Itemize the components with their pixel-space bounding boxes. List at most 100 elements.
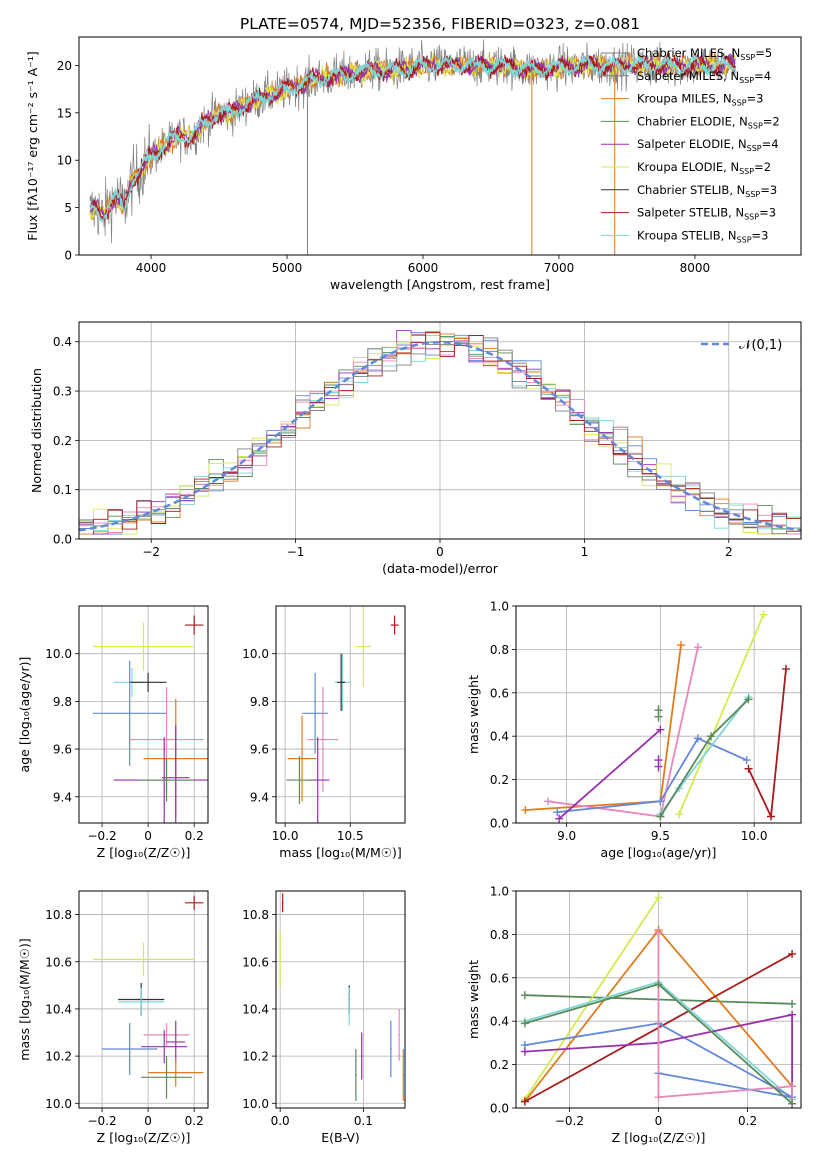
x-tick-label: 7000 xyxy=(544,261,575,275)
y-axis-label: mass weight xyxy=(466,960,481,1039)
y-tick-label: 0.4 xyxy=(490,730,509,744)
x-tick-label: 0 xyxy=(144,829,152,843)
data-point xyxy=(166,1020,185,1064)
data-point xyxy=(118,987,165,1017)
plot-area xyxy=(92,895,204,1099)
x-tick-label: 5000 xyxy=(272,261,303,275)
series-marker xyxy=(788,1010,797,1019)
plot-area xyxy=(286,606,399,823)
y-tick-label: 10.2 xyxy=(242,1050,269,1064)
legend-entry: Kroupa MILES, NSSP=3 xyxy=(637,92,763,108)
legend-entry: 𝒩(0,1) xyxy=(739,338,782,353)
y-tick-label: 20 xyxy=(57,59,72,73)
data-point xyxy=(398,1008,401,1061)
data-point xyxy=(92,942,195,976)
legend-entry: Salpeter ELODIE, NSSP=4 xyxy=(637,137,779,153)
plot-area xyxy=(521,610,790,823)
y-tick-label: 9.4 xyxy=(250,790,269,804)
series-marker xyxy=(707,732,715,741)
y-tick-label: 0.2 xyxy=(490,773,509,787)
y-tick-label: 0.0 xyxy=(53,533,72,547)
y-axis-label: Flux [fλ10⁻¹⁷ erg cm⁻² s⁻¹ A⁻¹] xyxy=(25,51,40,240)
y-tick-label: 10.0 xyxy=(45,1097,72,1111)
y-tick-label: 10.8 xyxy=(45,908,72,922)
y-tick-label: 10.0 xyxy=(242,647,269,661)
spectrum-line xyxy=(89,54,737,224)
series-marker xyxy=(742,756,751,765)
data-point xyxy=(337,653,346,711)
data-point xyxy=(286,756,313,804)
y-tick-label: 0.8 xyxy=(490,643,509,657)
y-tick-label: 10.6 xyxy=(45,955,72,969)
y-tick-label: 10.0 xyxy=(45,647,72,661)
series-line xyxy=(558,729,661,820)
data-point xyxy=(355,606,372,688)
legend: Chabrier MILES, NSSP=5 Salpeter MILES, NS… xyxy=(601,46,780,244)
series-marker xyxy=(675,810,684,819)
plot-area xyxy=(279,893,405,1101)
series-line xyxy=(524,1013,793,1104)
series-marker xyxy=(543,797,552,806)
series-marker xyxy=(744,764,753,773)
spectrum-line xyxy=(89,39,736,244)
legend-entry: Chabrier MILES, NSSP=5 xyxy=(637,46,772,62)
data-point xyxy=(141,1056,192,1099)
y-tick-label: 1.0 xyxy=(490,600,509,614)
x-axis-label: wavelength [Angstrom, rest frame] xyxy=(330,277,550,292)
series-marker xyxy=(553,808,562,817)
series-marker xyxy=(693,643,702,652)
y-tick-label: 9.6 xyxy=(250,743,269,757)
series-marker xyxy=(788,1082,797,1091)
series-marker xyxy=(744,695,753,704)
x-tick-label: 0 xyxy=(436,545,444,559)
panel-spectrum: 4000 5000 6000 7000 8000 0 5 10 15 20 wavelength [… xyxy=(25,36,802,292)
data-point xyxy=(92,622,195,671)
y-tick-label: 10.4 xyxy=(242,1002,269,1016)
series-marker xyxy=(520,1019,529,1028)
series-line xyxy=(557,737,747,813)
x-tick-label: 0.2 xyxy=(185,829,204,843)
x-tick-label: 2 xyxy=(725,545,733,559)
y-axis-label: age [log₁₀(age/yr)] xyxy=(17,657,32,773)
x-tick-label: 6000 xyxy=(408,261,439,275)
series-marker xyxy=(654,1093,663,1102)
series-marker xyxy=(693,734,702,743)
axes-frame xyxy=(275,605,406,824)
x-tick-label: 4000 xyxy=(136,261,167,275)
series-marker xyxy=(788,949,797,958)
series-marker xyxy=(654,711,663,722)
y-tick-label: 0.0 xyxy=(490,1102,509,1116)
series-marker xyxy=(521,805,530,814)
y-tick-label: 0 xyxy=(64,249,72,263)
y-tick-label: 0.6 xyxy=(490,686,509,700)
y-tick-label: 0.8 xyxy=(490,928,509,942)
panel-residuals: −2 −1 0 1 2 0.0 0.1 0.2 0.3 0.4 (data-model)/error… xyxy=(29,321,802,576)
x-axis-label: Z [log₁₀(Z/Z☉)] xyxy=(97,1130,191,1145)
series-marker xyxy=(656,812,665,821)
y-tick-label: 0.0 xyxy=(490,817,509,831)
legend-entry: Kroupa STELIB, NSSP=3 xyxy=(637,228,768,244)
y-tick-label: 0.4 xyxy=(490,1015,509,1029)
y-tick-label: 1.0 xyxy=(490,885,509,899)
x-tick-label: 0 xyxy=(655,1114,663,1128)
data-point xyxy=(355,1049,357,1101)
data-point xyxy=(307,687,339,792)
data-point xyxy=(143,1023,190,1047)
plot-area xyxy=(79,330,801,539)
x-tick-label: −0.2 xyxy=(87,1114,116,1128)
data-point xyxy=(184,615,204,635)
data-point xyxy=(390,615,399,635)
gaussian-curve xyxy=(79,340,801,532)
x-tick-label: 0.2 xyxy=(185,1114,204,1128)
figure-title: PLATE=0574, MJD=52356, FIBERID=0323, z=0… xyxy=(240,15,640,33)
y-tick-label: 10.6 xyxy=(242,955,269,969)
x-tick-label: −0.2 xyxy=(555,1114,584,1128)
x-tick-label: 10.5 xyxy=(337,829,364,843)
data-point xyxy=(129,672,167,692)
data-point xyxy=(102,1023,158,1075)
panel-age_vs_mass: 10.0 10.5 9.4 9.6 9.8 10.0 mass [log₁₀(M/M☉)] xyxy=(242,605,406,860)
series-marker xyxy=(520,991,529,1000)
plot-area xyxy=(520,893,797,1108)
y-tick-label: 9.8 xyxy=(250,695,269,709)
x-axis-label: Z [log₁₀(Z/Z☉)] xyxy=(612,1130,706,1145)
